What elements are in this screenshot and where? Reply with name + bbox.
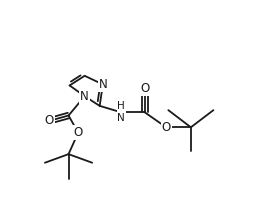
Text: O: O [74, 126, 83, 139]
Text: H
N: H N [117, 102, 125, 123]
Text: N: N [99, 78, 107, 91]
Text: N: N [80, 90, 89, 103]
Text: O: O [44, 114, 54, 127]
Text: O: O [140, 82, 149, 95]
Text: O: O [162, 121, 171, 134]
